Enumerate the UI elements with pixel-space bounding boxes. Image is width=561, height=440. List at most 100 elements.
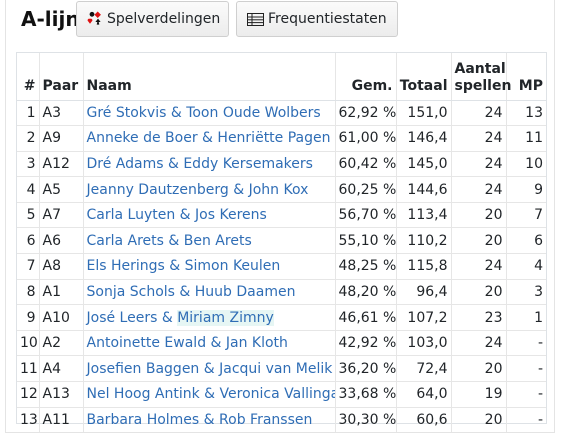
name-cell: Gré Stokvis & Toon Oude Wolbers bbox=[83, 99, 336, 126]
pair-cell: A6 bbox=[39, 227, 84, 254]
pair-name-link[interactable]: Sonja Schols & Huub Daamen bbox=[86, 283, 296, 300]
pair-name-part-b-highlighted: Miriam Zimny bbox=[177, 309, 274, 326]
mp-cell: - bbox=[506, 406, 546, 433]
boards-cell: 24 bbox=[451, 125, 507, 152]
pair-name-link[interactable]: Barbara Holmes & Rob Franssen bbox=[86, 411, 313, 428]
pair-name-link[interactable]: Els Herings & Simon Keulen bbox=[86, 258, 281, 275]
avg-cell: 42,92 % bbox=[335, 329, 397, 356]
results-panel: A-lijn Spelverdelingen Frequentiestaten bbox=[5, 0, 555, 433]
rank-cell: 8 bbox=[17, 278, 40, 305]
mp-cell: 1 bbox=[506, 304, 546, 331]
mp-cell: - bbox=[506, 381, 546, 408]
col-mp-header[interactable]: MP bbox=[506, 53, 546, 101]
pair-name-link[interactable]: Nel Hoog Antink & Veronica Vallinga bbox=[86, 386, 335, 403]
rank-cell: 3 bbox=[17, 150, 40, 177]
pair-cell: A4 bbox=[39, 355, 84, 382]
rank-cell: 10 bbox=[17, 329, 40, 356]
avg-cell: 48,20 % bbox=[335, 278, 397, 305]
boards-cell: 20 bbox=[451, 227, 507, 254]
table-row: 3 A12 Dré Adams & Eddy Kersemakers 60,42… bbox=[17, 150, 546, 177]
pair-name-link[interactable]: Carla Luyten & Jos Kerens bbox=[86, 207, 267, 224]
boards-cell: 24 bbox=[451, 329, 507, 356]
col-avg-header[interactable]: Gem. bbox=[335, 53, 397, 101]
total-cell: 107,2 bbox=[396, 304, 452, 331]
pair-name-link[interactable]: Gré Stokvis & Toon Oude Wolbers bbox=[86, 104, 321, 121]
pair-cell: A5 bbox=[39, 176, 84, 203]
boards-cell: 24 bbox=[451, 253, 507, 280]
total-cell: 60,6 bbox=[396, 406, 452, 433]
pair-cell: A13 bbox=[39, 381, 84, 408]
name-cell: Barbara Holmes & Rob Franssen bbox=[83, 406, 336, 433]
pair-cell: A2 bbox=[39, 329, 84, 356]
total-cell: 113,4 bbox=[396, 201, 452, 228]
name-cell: Antoinette Ewald & Jan Kloth bbox=[83, 329, 336, 356]
name-cell: Els Herings & Simon Keulen bbox=[83, 253, 336, 280]
spelverdelingen-label: Spelverdelingen bbox=[107, 11, 221, 27]
pair-name-link[interactable]: Carla Arets & Ben Arets bbox=[86, 232, 252, 249]
avg-cell: 33,68 % bbox=[335, 381, 397, 408]
pair-name-link[interactable]: José Leers & Miriam Zimny bbox=[86, 309, 274, 326]
boards-cell: 24 bbox=[451, 99, 507, 126]
pair-name-link[interactable]: Anneke de Boer & Henriëtte Pagen bbox=[86, 130, 331, 147]
results-table: # Paar Naam Gem. Totaal Aantal spellen M… bbox=[17, 53, 546, 433]
col-rank-header[interactable]: # bbox=[17, 53, 40, 101]
rank-cell: 2 bbox=[17, 125, 40, 152]
total-cell: 96,4 bbox=[396, 278, 452, 305]
pair-name-link[interactable]: Dré Adams & Eddy Kersemakers bbox=[86, 155, 313, 172]
rank-cell: 9 bbox=[17, 304, 40, 331]
avg-cell: 56,70 % bbox=[335, 201, 397, 228]
pair-name-link[interactable]: Jeanny Dautzenberg & John Kox bbox=[86, 181, 309, 198]
rank-cell: 4 bbox=[17, 176, 40, 203]
mp-cell: 9 bbox=[506, 176, 546, 203]
col-boards-header[interactable]: Aantal spellen bbox=[451, 53, 511, 101]
card-suits-icon bbox=[87, 11, 103, 27]
name-cell: Carla Arets & Ben Arets bbox=[83, 227, 336, 254]
boards-cell: 19 bbox=[451, 381, 507, 408]
avg-cell: 46,61 % bbox=[335, 304, 397, 331]
table-row: 8 A1 Sonja Schols & Huub Daamen 48,20 % … bbox=[17, 278, 546, 305]
avg-cell: 48,25 % bbox=[335, 253, 397, 280]
frequentiestaten-button[interactable]: Frequentiestaten bbox=[236, 1, 398, 37]
mp-cell: 3 bbox=[506, 278, 546, 305]
table-row: 6 A6 Carla Arets & Ben Arets 55,10 % 110… bbox=[17, 227, 546, 254]
col-pair-header[interactable]: Paar bbox=[39, 53, 84, 101]
name-cell: Sonja Schols & Huub Daamen bbox=[83, 278, 336, 305]
boards-cell: 20 bbox=[451, 355, 507, 382]
results-table-container: # Paar Naam Gem. Totaal Aantal spellen M… bbox=[16, 52, 547, 433]
pair-name-link[interactable]: Josefien Baggen & Jacqui van Melik bbox=[86, 360, 333, 377]
pair-cell: A12 bbox=[39, 150, 84, 177]
avg-cell: 60,25 % bbox=[335, 176, 397, 203]
total-cell: 110,2 bbox=[396, 227, 452, 254]
boards-cell: 20 bbox=[451, 201, 507, 228]
total-cell: 103,0 bbox=[396, 329, 452, 356]
table-row: 7 A8 Els Herings & Simon Keulen 48,25 % … bbox=[17, 253, 546, 280]
boards-cell: 20 bbox=[451, 278, 507, 305]
rank-cell: 7 bbox=[17, 253, 40, 280]
mp-cell: 11 bbox=[506, 125, 546, 152]
avg-cell: 30,30 % bbox=[335, 406, 397, 433]
table-header-row: # Paar Naam Gem. Totaal Aantal spellen M… bbox=[17, 53, 546, 101]
rank-cell: 1 bbox=[17, 99, 40, 126]
col-name-header[interactable]: Naam bbox=[83, 53, 336, 101]
avg-cell: 61,00 % bbox=[335, 125, 397, 152]
col-total-header[interactable]: Totaal bbox=[396, 53, 452, 101]
total-cell: 144,6 bbox=[396, 176, 452, 203]
rank-cell: 11 bbox=[17, 355, 40, 382]
mp-cell: 13 bbox=[506, 99, 546, 126]
spelverdelingen-button[interactable]: Spelverdelingen bbox=[76, 1, 229, 37]
table-row: 11 A4 Josefien Baggen & Jacqui van Melik… bbox=[17, 355, 546, 382]
name-cell: Dré Adams & Eddy Kersemakers bbox=[83, 150, 336, 177]
col-boards-header-line1: Aantal bbox=[454, 60, 506, 77]
total-cell: 115,8 bbox=[396, 253, 452, 280]
table-row: 1 A3 Gré Stokvis & Toon Oude Wolbers 62,… bbox=[17, 99, 546, 126]
table-row: 12 A13 Nel Hoog Antink & Veronica Vallin… bbox=[17, 381, 546, 408]
rank-cell: 6 bbox=[17, 227, 40, 254]
mp-cell: 10 bbox=[506, 150, 546, 177]
mp-cell: - bbox=[506, 355, 546, 382]
pair-cell: A3 bbox=[39, 99, 84, 126]
pair-name-link[interactable]: Antoinette Ewald & Jan Kloth bbox=[86, 335, 288, 352]
avg-cell: 60,42 % bbox=[335, 150, 397, 177]
table-icon bbox=[247, 12, 264, 26]
boards-cell: 24 bbox=[451, 176, 507, 203]
pair-name-part-a: José Leers & bbox=[86, 309, 178, 326]
